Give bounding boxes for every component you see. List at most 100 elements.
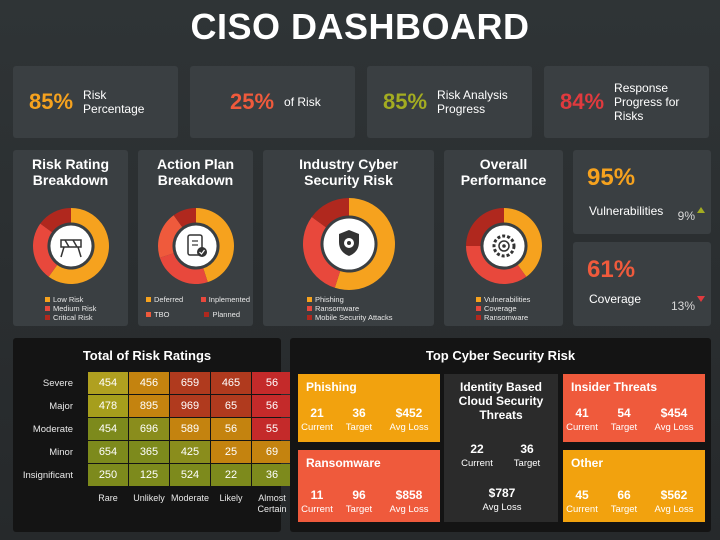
metric-label: Avg Loss	[482, 502, 522, 513]
risk-box-phishing: Phishing 21 Current 36 Target $452 Avg Loss	[298, 374, 440, 442]
card-title-line: Security Risk	[304, 172, 393, 188]
legend-swatch	[146, 297, 151, 302]
risk-metric-avg_loss: $787 Avg Loss	[477, 486, 527, 513]
panel-title: Total of Risk Ratings	[82, 348, 212, 363]
kpi-value: 84%	[560, 89, 605, 114]
vulnerabilities-value: 95%	[587, 164, 636, 191]
risk-metric-target: 66 Target	[599, 488, 649, 515]
card-title-line: Risk Rating	[31, 156, 109, 172]
risk-box-other: Other 45 Current 66 Target $562 Avg Loss	[563, 450, 705, 522]
metric-value: 21	[310, 406, 324, 420]
legend-item: Planned	[212, 310, 240, 319]
metric-label: Avg Loss	[389, 422, 429, 433]
risk-cell: 454	[88, 418, 128, 440]
risk-rating-legend: Low Risk Medium Risk Critical Risk	[45, 295, 96, 322]
trend-up-icon	[697, 207, 705, 213]
risk-column-label: Likely	[219, 493, 243, 503]
industry-risk-donut	[303, 198, 395, 290]
top-risk-panel: Top Cyber Security Risk Phishing 21 Curren…	[290, 338, 711, 532]
risk-cell: 425	[170, 441, 210, 463]
risk-box-insider-threats: Insider Threats 41 Current 54 Target $454 Avg …	[563, 374, 705, 442]
legend-item: Critical Risk	[53, 313, 93, 322]
donut-slice	[466, 246, 527, 284]
card-title: Overall Performance	[444, 156, 563, 188]
risk-cell: 895	[129, 395, 169, 417]
metric-label: Avg Loss	[389, 504, 429, 515]
coverage-delta: 13%	[670, 299, 695, 313]
metric-value: 54	[617, 406, 631, 420]
risk-cell: 56	[252, 372, 292, 394]
legend-swatch	[45, 297, 50, 302]
legend-item: TBO	[154, 310, 170, 319]
metric-label: Current	[461, 458, 493, 469]
vulnerabilities-delta: 9%	[677, 209, 695, 223]
coverage-label: Coverage	[589, 292, 642, 306]
metric-label: Target	[513, 458, 541, 469]
metric-value: 36	[352, 406, 366, 420]
document-check-icon	[187, 234, 207, 257]
risk-metric-avg_loss: $562 Avg Loss	[649, 488, 699, 515]
risk-row-label: Severe	[42, 378, 73, 389]
action-plan-breakdown-card: Action Plan Breakdown Deferred Inplement…	[138, 150, 253, 326]
legend-swatch	[307, 306, 312, 311]
risk-cell: 454	[88, 372, 128, 394]
legend-item: Mobile Security Attacks	[315, 313, 393, 322]
risk-cell: 25	[211, 441, 251, 463]
vulnerabilities-card: 95% Vulnerabilities 9%	[573, 150, 711, 234]
legend-item: Inplemented	[208, 295, 250, 304]
metric-value: 45	[575, 488, 589, 502]
coverage-value: 61%	[587, 256, 636, 283]
risk-cell: 969	[170, 395, 210, 417]
metric-value: 36	[520, 442, 534, 456]
industry-risk-legend: Phishing Ransomware Mobile Security Atta…	[307, 295, 393, 322]
card-title: Risk Rating Breakdown	[13, 156, 128, 188]
risk-row-label: Insignificant	[22, 470, 73, 481]
donut-slice	[159, 253, 208, 284]
risk-metric-target: 36 Target	[334, 406, 384, 433]
legend-swatch	[200, 297, 206, 302]
overall-performance-legend: Vulnerabilities Coverage Ransomware	[476, 295, 530, 322]
kpi-card-of-risk: 25% of Risk	[190, 66, 355, 138]
risk-row-label: Major	[49, 401, 73, 412]
risk-row-label: Moderate	[32, 424, 73, 435]
legend-item: Vulnerabilities	[484, 295, 531, 304]
kpi-label: Response Progress for Risks	[614, 81, 680, 123]
risk-cell: 69	[252, 441, 292, 463]
shield-gear-icon	[339, 230, 359, 256]
risk-box-title: Phishing	[306, 380, 357, 394]
vulnerabilities-label: Vulnerabilities	[589, 204, 664, 218]
legend-item: Coverage	[484, 304, 517, 313]
kpi-card-risk-percentage: 85% Risk Percentage	[13, 66, 178, 138]
risk-cell: 654	[88, 441, 128, 463]
metric-value: $787	[488, 486, 516, 500]
risk-box-title: Identity Based Cloud Security Threats	[458, 380, 544, 422]
donut-slice	[173, 208, 196, 227]
metric-label: Current	[301, 504, 333, 515]
risk-metric-target: 96 Target	[334, 488, 384, 515]
metric-label: Target	[345, 504, 373, 515]
donut-slice	[40, 208, 71, 233]
risk-cell: 56	[252, 395, 292, 417]
metric-value: $562	[660, 488, 688, 502]
legend-swatch	[307, 297, 312, 302]
metric-value: 22	[470, 442, 484, 456]
risk-metric-avg_loss: $858 Avg Loss	[384, 488, 434, 515]
legend-swatch	[307, 315, 312, 320]
metric-label: Current	[566, 422, 598, 433]
action-plan-donut	[158, 208, 234, 284]
risk-box-ransomware: Ransomware 11 Current 96 Target $858 Avg Loss	[298, 450, 440, 522]
construction-barrier-icon	[60, 239, 82, 258]
panel-title: Top Cyber Security Risk	[425, 348, 576, 363]
metric-label: Target	[610, 504, 638, 515]
kpi-card-response-progress: 84% Response Progress for Risks	[544, 66, 709, 138]
legend-item: Phishing	[315, 295, 344, 304]
metric-label: Avg Loss	[654, 422, 694, 433]
donut-slice	[504, 208, 542, 277]
kpi-value: 25%	[230, 89, 275, 114]
risk-box-title: Other	[571, 456, 604, 470]
metric-label: Current	[301, 422, 333, 433]
risk-metric-avg_loss: $454 Avg Loss	[649, 406, 699, 433]
metric-value: 11	[310, 488, 324, 502]
risk-column-label: Moderate	[170, 493, 210, 503]
trend-down-icon	[697, 296, 705, 302]
